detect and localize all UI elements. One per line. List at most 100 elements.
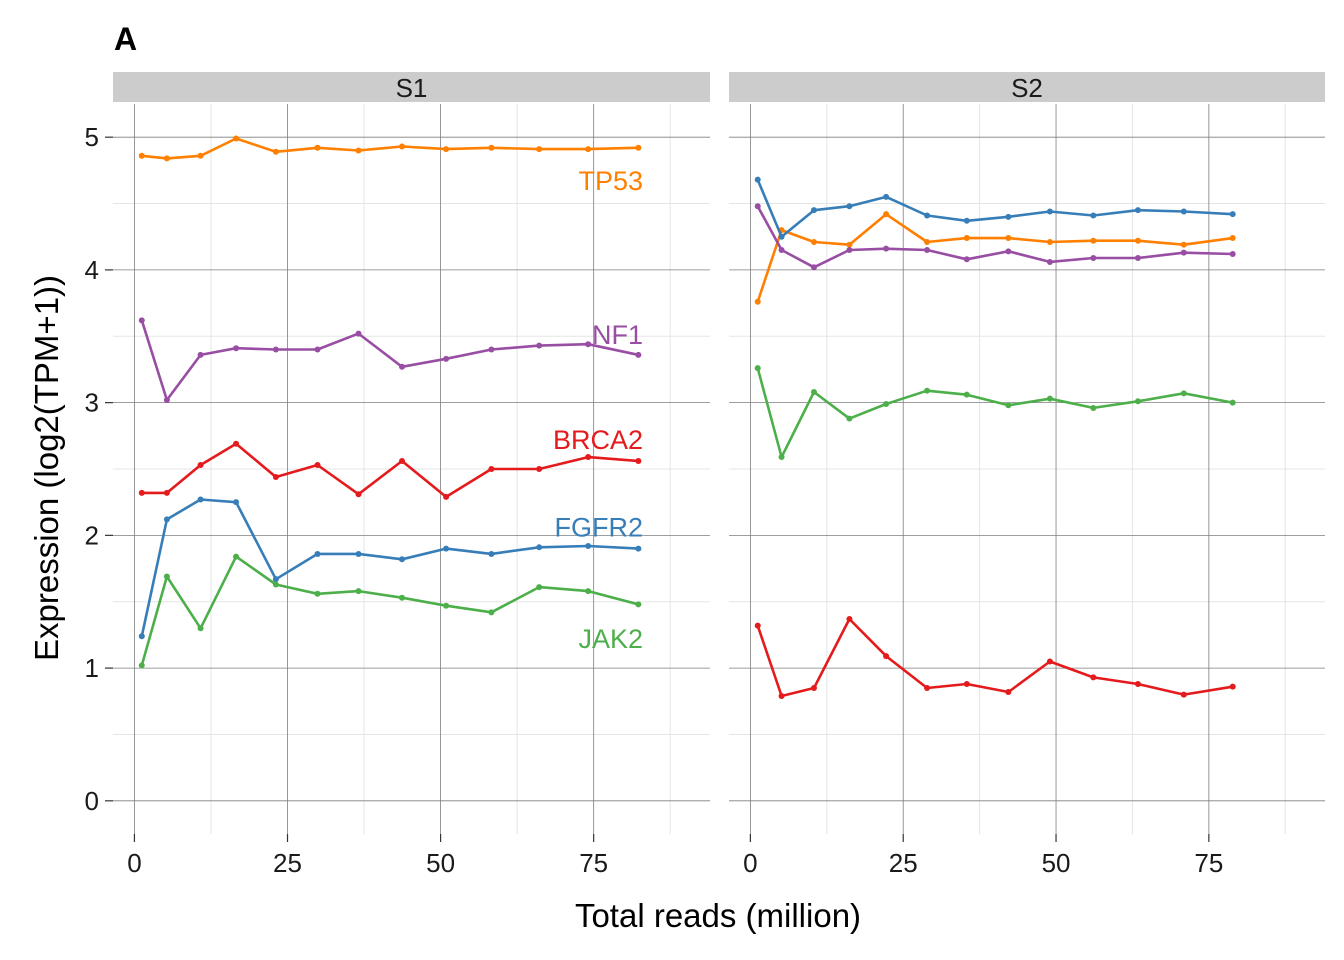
data-point — [963, 391, 970, 398]
gene-label-jak2: JAK2 — [578, 624, 643, 654]
data-point — [635, 545, 642, 552]
y-tick-label: 3 — [85, 388, 99, 418]
data-point — [355, 147, 362, 154]
data-point — [1134, 398, 1141, 405]
data-point — [924, 247, 931, 253]
data-point — [810, 389, 817, 396]
data-point — [355, 330, 362, 337]
series-brca2 — [754, 615, 1236, 699]
data-point — [355, 588, 362, 595]
x-tick-label: 25 — [889, 848, 918, 878]
data-point — [443, 493, 450, 500]
x-tick-label: 50 — [426, 848, 455, 878]
data-point — [1005, 248, 1012, 255]
data-point — [778, 692, 785, 699]
data-point — [272, 581, 279, 588]
data-point — [233, 440, 240, 447]
data-point — [1090, 674, 1097, 681]
series-line — [141, 137, 639, 160]
data-point — [272, 346, 279, 353]
data-point — [355, 491, 362, 498]
data-point — [810, 207, 817, 214]
data-point — [163, 489, 170, 496]
data-point — [754, 365, 761, 372]
x-tick-label: 50 — [1042, 848, 1071, 878]
data-point — [1134, 237, 1141, 244]
data-point — [197, 625, 204, 632]
data-point — [314, 550, 321, 557]
data-point — [963, 235, 970, 242]
gene-label-fgfr2: FGFR2 — [554, 512, 643, 542]
data-point — [1046, 208, 1053, 215]
data-point — [488, 466, 495, 472]
data-point — [1005, 235, 1012, 242]
data-point — [272, 473, 279, 480]
data-point — [810, 264, 817, 271]
data-point — [1229, 235, 1236, 242]
data-point — [314, 346, 321, 353]
data-point — [810, 685, 817, 691]
data-point — [754, 176, 761, 183]
x-tick-label: 0 — [743, 848, 757, 878]
data-point — [488, 346, 495, 353]
data-point — [883, 211, 890, 218]
series-fgfr2 — [138, 496, 642, 640]
data-point — [1005, 402, 1012, 409]
data-point — [1046, 395, 1053, 402]
series-nf1 — [138, 317, 642, 403]
data-point — [399, 458, 406, 465]
data-point — [924, 212, 931, 219]
facet-s2: S2 0 25 50 75 — [729, 72, 1325, 878]
data-point — [536, 544, 543, 551]
data-point — [399, 363, 406, 370]
data-point — [924, 239, 931, 246]
data-point — [1005, 213, 1012, 220]
data-point — [233, 135, 240, 142]
data-point — [197, 351, 204, 358]
data-point — [197, 496, 204, 503]
data-point — [846, 615, 853, 622]
data-point — [1134, 681, 1141, 688]
data-point — [1180, 691, 1187, 698]
data-point — [585, 341, 592, 348]
data-point — [443, 355, 450, 362]
data-point — [1005, 688, 1012, 695]
series-line — [756, 179, 1233, 238]
series-line — [140, 319, 639, 402]
series-nf1 — [754, 203, 1236, 271]
data-point — [924, 387, 931, 394]
facets: S1 0 25 50 75 0 1 2 3 4 5 TP53 NF1 BRCA2 FGFR2 JAK2 S2 0 2… — [85, 72, 1325, 878]
data-point — [443, 545, 450, 552]
x-axis-title: Total reads (million) — [575, 897, 861, 934]
facet-strip — [113, 72, 710, 102]
data-point — [314, 590, 321, 597]
data-point — [272, 148, 279, 155]
data-point — [846, 203, 853, 210]
data-point — [163, 155, 170, 162]
facet-strip-label: S2 — [1011, 73, 1043, 103]
series-tp53 — [138, 135, 642, 162]
series-line — [756, 617, 1233, 698]
data-point — [585, 454, 592, 461]
data-point — [233, 345, 240, 352]
data-point — [846, 241, 853, 248]
data-point — [635, 458, 642, 465]
data-point — [1090, 404, 1097, 411]
data-point — [536, 342, 543, 349]
data-point — [488, 609, 495, 616]
data-point — [1229, 399, 1236, 406]
data-point — [1134, 254, 1141, 261]
x-tick-label: 75 — [1194, 848, 1223, 878]
panel-tag: A — [114, 21, 137, 57]
facet-strip-label: S1 — [396, 73, 428, 103]
data-point — [163, 396, 170, 403]
series-fgfr2 — [754, 176, 1236, 240]
facet-s1: S1 0 25 50 75 0 1 2 3 4 5 TP53 NF1 BRCA2 FGFR2 JAK2 — [85, 72, 710, 878]
data-point — [963, 681, 970, 688]
data-point — [754, 298, 761, 305]
data-point — [1046, 239, 1053, 246]
data-point — [197, 462, 204, 469]
data-point — [1229, 683, 1236, 690]
data-point — [963, 217, 970, 224]
